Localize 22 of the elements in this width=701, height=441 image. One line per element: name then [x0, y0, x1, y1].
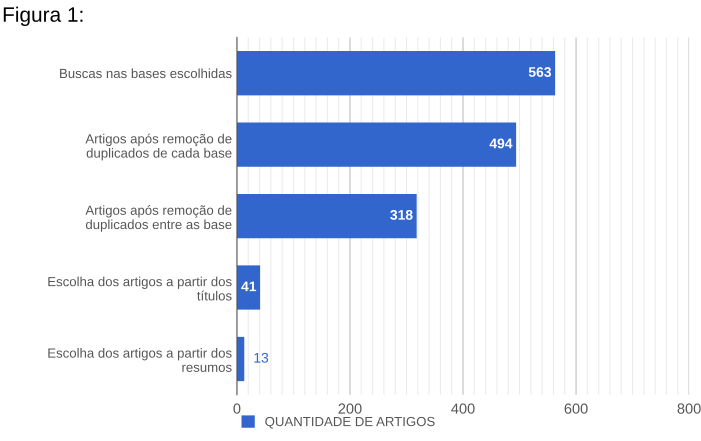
y-tick-label: Buscas nas bases escolhidas — [60, 68, 232, 78]
x-tick-label: 0 — [233, 403, 240, 414]
legend-label: QUANTIDADE DE ARTIGOS — [265, 416, 435, 429]
x-tick-label: 800 — [678, 403, 701, 414]
x-tick-label: 200 — [338, 403, 362, 414]
y-tick-label: Escolha dos artigos a partir dos títulos — [48, 276, 232, 301]
data-label: 13 — [254, 352, 268, 363]
x-tick-label: 400 — [451, 403, 475, 414]
text: Figura 1: — [4, 6, 82, 26]
bar — [236, 265, 260, 310]
x-tick-label: 600 — [564, 403, 588, 414]
data-label: 494 — [490, 138, 512, 148]
data-label: 41 — [241, 282, 256, 292]
bar — [236, 336, 244, 382]
data-label: 318 — [390, 210, 413, 220]
y-tick-label: Artigos após remoção de duplicados de cada base — [85, 134, 232, 160]
data-label: 563 — [528, 67, 552, 77]
y-tick-label: Escolha dos artigos a partir dos resumos — [48, 348, 232, 372]
bar — [236, 51, 556, 96]
bar — [236, 194, 417, 238]
y-tick-label: Artigos após remoção de duplicados entre as base — [85, 205, 232, 232]
bar — [236, 122, 516, 167]
